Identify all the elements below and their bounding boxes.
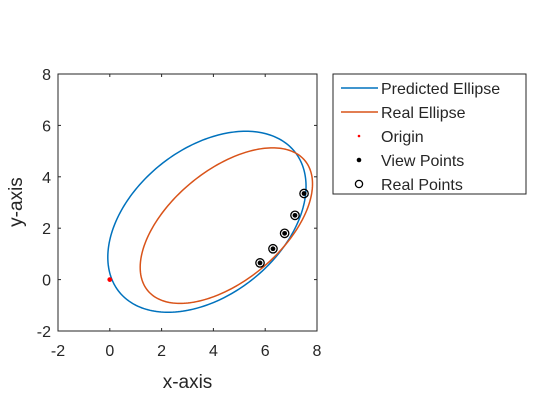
plot-area	[58, 74, 317, 331]
origin-marker	[107, 277, 113, 282]
y-axis-label: y-axis	[6, 177, 27, 227]
view-points-marker	[282, 230, 288, 236]
x-axis-label: x-axis	[163, 372, 213, 393]
y-tick-label: 8	[42, 67, 51, 84]
real-points-marker	[299, 188, 309, 199]
legend-label-real-ellipse: Real Ellipse	[381, 105, 466, 122]
x-tick-label: 6	[261, 343, 270, 360]
y-tick-label: -2	[37, 324, 51, 341]
y-tick-label: 2	[42, 221, 51, 238]
legend-label-view-points: View Points	[381, 153, 464, 170]
legend-swatch-real-points	[354, 179, 364, 189]
legend-swatch-view-points	[356, 157, 362, 163]
real-ellipse-curve	[139, 147, 314, 305]
real-points-marker	[279, 228, 290, 239]
legend-label-real-points: Real Points	[381, 177, 463, 194]
y-tick-label: 6	[42, 118, 51, 135]
predicted-ellipse-curve	[107, 130, 307, 314]
x-tick-label: 2	[157, 343, 166, 360]
view-points-marker	[301, 191, 307, 196]
view-points-marker	[270, 246, 276, 252]
real-points-marker	[255, 258, 265, 268]
legend-box	[332, 73, 527, 195]
plot-frame	[57, 73, 318, 332]
x-tick-label: 4	[209, 343, 218, 360]
x-tick-label: 8	[313, 343, 322, 360]
legend: Predicted Ellipse Real Ellipse Origin View …	[341, 81, 500, 194]
view-points-marker	[292, 212, 298, 218]
real-points-marker	[290, 210, 300, 221]
x-axis-ticks: -2 0 2 4 6 8	[51, 74, 322, 360]
x-tick-label: -2	[51, 343, 65, 360]
legend-label-predicted-ellipse: Predicted Ellipse	[381, 81, 500, 98]
view-points-marker	[257, 260, 263, 266]
plot-curves	[107, 130, 314, 314]
x-tick-label: 0	[105, 343, 114, 360]
y-tick-label: 0	[42, 273, 51, 290]
y-axis-ticks: -2 0 2 4 6 8	[37, 67, 317, 341]
y-tick-label: 4	[42, 170, 51, 187]
legend-swatch-origin	[357, 134, 361, 138]
legend-label-origin: Origin	[381, 129, 424, 146]
real-points-marker	[268, 243, 278, 254]
